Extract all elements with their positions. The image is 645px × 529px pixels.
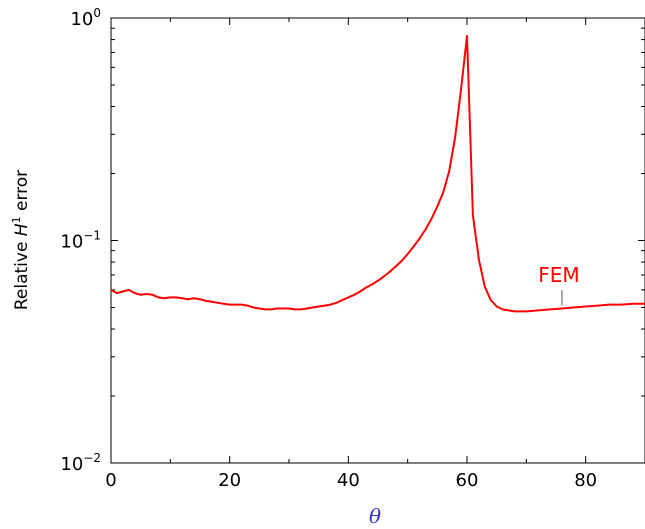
tick-labels: 0 20 40 60 80 100 10−1 10−2	[60, 6, 597, 491]
series-line-fem	[110, 35, 645, 313]
y-axis-label-sup: 1	[10, 216, 23, 223]
data-series	[110, 35, 645, 313]
x-tick-label: 40	[337, 470, 360, 491]
y-tick-label: 100	[70, 6, 101, 30]
annotations: FEM	[538, 263, 580, 306]
x-tick-label: 0	[105, 470, 116, 491]
x-tick-label: 60	[456, 470, 479, 491]
y-tick-label: 10−2	[60, 451, 101, 475]
y-axis-label: Relative H1 error	[10, 170, 32, 310]
series-label-fem: FEM	[538, 263, 579, 287]
x-tick-label: 80	[574, 470, 597, 491]
y-axis-label-prefix: Relative	[12, 236, 32, 310]
y-axis-label-suffix: error	[12, 170, 32, 217]
x-axis-label: θ	[369, 504, 381, 528]
x-tick-label: 20	[218, 470, 241, 491]
axis-ticks	[110, 17, 645, 464]
y-axis-label-var: H	[12, 223, 32, 236]
plot-frame	[110, 17, 645, 464]
y-tick-label: 10−1	[60, 229, 101, 253]
